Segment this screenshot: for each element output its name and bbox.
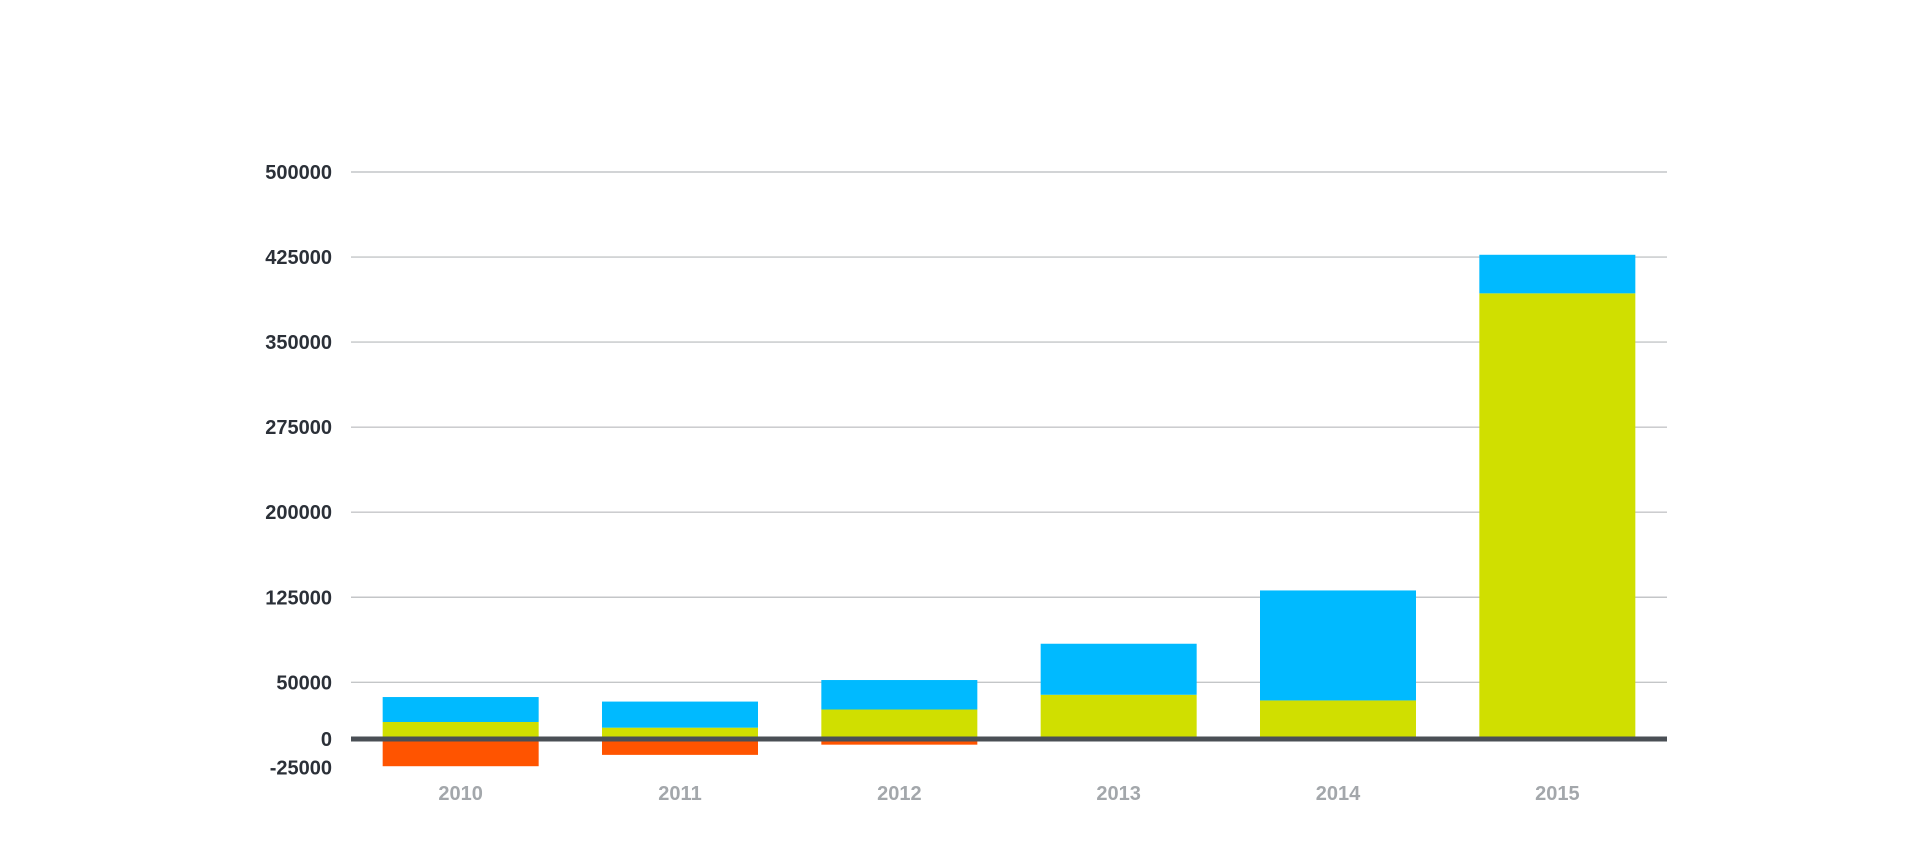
- x-tick-label: 2012: [877, 783, 922, 805]
- y-tick-label: 200000: [265, 502, 332, 524]
- bar-segment-2010-series-2: [382, 697, 539, 722]
- bar-segment-2013-series-2: [1040, 643, 1197, 695]
- bar-segment-2012-series-2: [821, 680, 978, 710]
- x-tick-label: 2014: [1316, 783, 1361, 805]
- x-tick-label: 2013: [1096, 783, 1141, 805]
- y-tick-label: 0: [321, 729, 332, 751]
- bars: [382, 254, 1636, 767]
- y-axis-tick-labels: -25000 0 50000 125000 200000 275000 350000 4250…: [265, 162, 332, 779]
- bar-segment-2012-series-1: [821, 709, 978, 739]
- bar-segment-2013-series-1: [1040, 694, 1197, 739]
- x-tick-label: 2010: [438, 783, 483, 805]
- y-tick-label: 500000: [265, 162, 332, 184]
- x-tick-label: 2011: [658, 783, 701, 805]
- y-tick-label: 50000: [276, 672, 332, 694]
- bar-segment-2014-series-1: [1260, 700, 1416, 739]
- y-tick-label: -25000: [270, 757, 332, 779]
- gridlines: [351, 171, 1667, 683]
- x-axis-tick-labels: 2010 2011 2012 2013 2014 2015: [438, 783, 1579, 805]
- y-tick-label: 425000: [265, 247, 332, 269]
- bar-segment-2011-series-2: [602, 701, 758, 728]
- bar-segment-2015-series-1: [1479, 293, 1636, 739]
- y-tick-label: 275000: [265, 417, 332, 439]
- y-tick-label: 125000: [265, 587, 332, 609]
- y-tick-label: 350000: [265, 332, 332, 354]
- bar-segment-2015-series-2: [1479, 254, 1636, 294]
- bar-segment-2010-series-1: [382, 721, 539, 739]
- bar-segment-2014-series-2: [1260, 590, 1416, 701]
- bar-segment-2011-series-1: [602, 727, 758, 739]
- bar-segment-2011-series-3: [602, 739, 758, 755]
- bar-segment-2010-series-3: [382, 739, 539, 767]
- bar-segment-2012-series-3: [821, 739, 978, 745]
- x-tick-label: 2015: [1535, 783, 1580, 805]
